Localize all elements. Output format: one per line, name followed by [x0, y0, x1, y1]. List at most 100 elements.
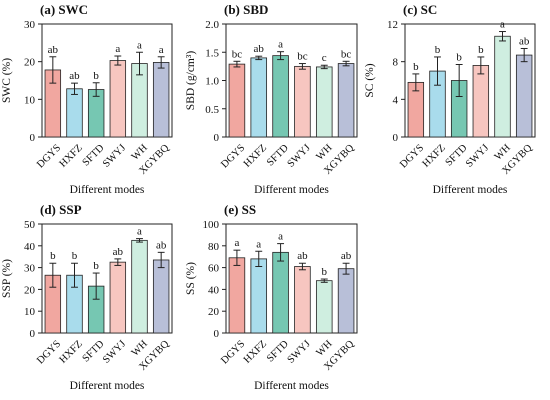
y-tick-label: 0: [214, 132, 220, 144]
bar-swyj: [109, 261, 127, 334]
significance-label: bc: [341, 48, 352, 60]
plot-frame: [41, 23, 173, 138]
bar-swyj: [294, 266, 311, 334]
category-label: HXFZ: [421, 143, 448, 170]
category-label: DGYS: [219, 338, 247, 366]
bar-wh: [494, 35, 511, 138]
significance-label: ab: [113, 246, 124, 258]
significance-label: a: [137, 39, 142, 51]
y-tick-label: 2.0: [205, 19, 219, 31]
bar-xgybq: [152, 259, 170, 334]
y-tick-label: 30: [24, 19, 36, 31]
bar-dgys: [228, 257, 246, 334]
y-tick-label: 0: [30, 328, 36, 340]
y-tick-label: 1.5: [205, 47, 219, 59]
y-tick-label: 60: [208, 263, 220, 275]
category-label: SWYJ: [286, 339, 313, 366]
bar-xgybq: [152, 62, 170, 138]
significance-label: a: [115, 43, 120, 55]
bar-hxfz: [250, 57, 268, 138]
x-axis-title: Different modes: [254, 380, 329, 392]
y-tick-label: 100: [203, 219, 220, 231]
y-axis-title: SSP (%): [1, 259, 13, 298]
significance-label: ab: [48, 44, 59, 56]
y-axis-title: SWC (%): [1, 58, 13, 103]
plot-frame: [225, 23, 358, 138]
category-label: DGYS: [219, 142, 247, 170]
significance-label: ab: [341, 250, 352, 262]
significance-label: ab: [297, 250, 308, 262]
category-label: HXFZ: [58, 339, 85, 366]
bar-swyj: [472, 65, 490, 138]
y-tick-label: 20: [24, 57, 36, 69]
significance-label: a: [278, 231, 283, 243]
bar-swyj: [294, 65, 311, 138]
significance-label: a: [256, 238, 261, 250]
x-axis-title: Different modes: [433, 184, 508, 196]
y-tick-label: 4: [393, 94, 399, 106]
y-tick-label: 50: [24, 219, 36, 231]
y-tick-label: 10: [24, 94, 36, 106]
panel-title: (c) SC: [403, 2, 437, 17]
panel-title: (d) SSP: [40, 202, 82, 217]
y-tick-label: 0: [30, 132, 36, 144]
plot-frame: [404, 23, 536, 138]
y-tick-label: 40: [208, 284, 220, 296]
plot-frame: [225, 223, 358, 334]
significance-label: b: [322, 266, 328, 278]
category-label: HXFZ: [242, 143, 269, 170]
significance-label: ab: [519, 35, 530, 47]
bar-dgys: [228, 63, 246, 138]
category-label: DGYS: [35, 338, 63, 366]
bar-xgybq: [515, 54, 533, 138]
significance-label: b: [50, 250, 56, 262]
bar-sftd: [272, 55, 289, 138]
y-tick-label: 0: [393, 132, 399, 144]
category-label: HXFZ: [242, 339, 269, 366]
bar-swyj: [109, 60, 127, 138]
y-tick-label: 80: [208, 241, 220, 253]
category-label: SWYJ: [101, 143, 128, 170]
significance-label: ab: [156, 239, 167, 251]
panel-title: (b) SBD: [224, 2, 268, 17]
significance-label: bc: [297, 51, 308, 63]
significance-label: a: [234, 237, 239, 249]
significance-label: b: [435, 44, 441, 56]
significance-label: a: [137, 226, 142, 238]
significance-label: a: [500, 19, 505, 31]
chart-panel-2: (b) SBD 0 0.5 1.0 1.5 2.0 SBD (g/cm³) bc DGYS ab H…: [185, 2, 358, 196]
significance-label: b: [413, 61, 419, 73]
significance-label: b: [93, 70, 99, 82]
panel-title: (e) SS: [224, 202, 256, 217]
category-label: HXFZ: [58, 143, 85, 170]
significance-label: a: [159, 44, 164, 56]
bar-hxfz: [250, 258, 268, 334]
significance-label: a: [278, 39, 283, 51]
y-tick-label: 10: [24, 306, 36, 318]
category-label: SWYJ: [101, 339, 128, 366]
bar-wh: [315, 280, 333, 334]
y-tick-label: 20: [24, 284, 36, 296]
y-tick-label: 20: [208, 306, 220, 318]
category-label: SWYJ: [286, 143, 313, 170]
bar-hxfz: [66, 88, 83, 138]
bar-xgybq: [337, 63, 355, 138]
significance-label: b: [72, 250, 78, 262]
y-axis-title: SBD (g/cm³): [185, 51, 197, 111]
significance-label: c: [322, 52, 327, 64]
y-tick-label: 40: [24, 241, 36, 253]
significance-label: b: [478, 44, 484, 56]
significance-label: ab: [254, 43, 265, 55]
category-label: SWYJ: [464, 143, 491, 170]
significance-label: bc: [232, 48, 243, 60]
x-axis-title: Different modes: [70, 184, 145, 196]
y-axis-title: SS (%): [185, 262, 197, 295]
y-tick-label: 12: [387, 19, 398, 31]
category-label: DGYS: [398, 142, 426, 170]
significance-label: b: [93, 260, 99, 272]
